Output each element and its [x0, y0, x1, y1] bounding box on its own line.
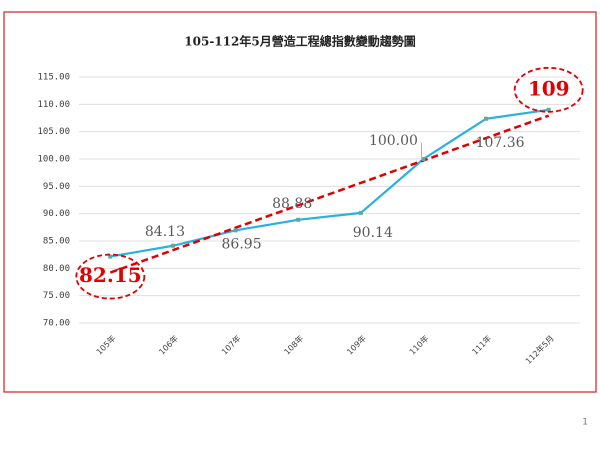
y-tick-label: 105.00 [37, 127, 70, 137]
y-tick-label: 100.00 [37, 155, 70, 165]
marker [108, 254, 113, 259]
y-tick-label: 90.00 [43, 209, 70, 219]
y-tick-label: 110.00 [37, 100, 70, 110]
marker [358, 210, 363, 215]
data-label: 109 [528, 76, 570, 100]
marker [170, 243, 175, 248]
y-tick-label: 70.00 [43, 319, 70, 329]
chart-frame [3, 11, 597, 393]
highlight-circle [513, 66, 584, 113]
data-label: 88.88 [272, 196, 312, 212]
marker [233, 228, 238, 233]
data-label: 100.00 [369, 133, 418, 149]
data-line [110, 108, 549, 258]
data-label: 90.14 [353, 225, 393, 241]
data-label: 82.15 [79, 263, 142, 287]
highlight-circle [75, 253, 146, 300]
marker [421, 157, 426, 161]
chart-title: 105-112年5月營造工程總指數變動趨勢圖 [184, 34, 415, 49]
data-label: 84.13 [145, 224, 185, 240]
page-number: 1 [582, 418, 588, 428]
marker [484, 116, 489, 121]
y-tick-label: 80.00 [43, 264, 70, 274]
data-label: 86.95 [222, 236, 262, 252]
marker [546, 107, 551, 112]
marker [296, 217, 301, 222]
y-tick-label: 85.00 [43, 237, 70, 247]
data-label: 107.36 [476, 135, 525, 151]
y-tick-label: 75.00 [43, 291, 70, 301]
y-tick-label: 95.00 [43, 182, 70, 192]
trendline [109, 114, 550, 274]
y-tick-label: 115.00 [37, 73, 70, 83]
